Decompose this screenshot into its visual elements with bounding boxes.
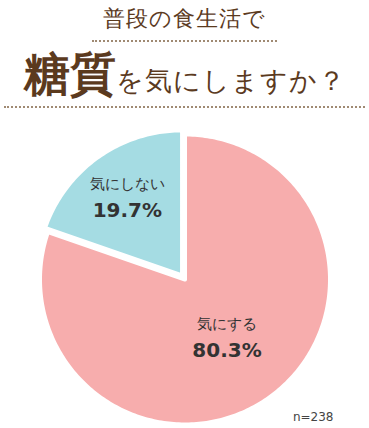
html-text:糖質を気にしますか？: 糖質を気にしますか？ <box>23 47 346 101</box>
svg-text:気にする: 気にする <box>197 315 257 333</box>
svg-text:n=238: n=238 <box>293 410 334 424</box>
html-text:普段の食生活で: 普段の食生活で <box>103 6 266 31</box>
svg-text:気にしない: 気にしない <box>90 175 165 193</box>
svg-text:80.3%: 80.3% <box>192 338 261 362</box>
svg-text:19.7%: 19.7% <box>93 198 162 222</box>
